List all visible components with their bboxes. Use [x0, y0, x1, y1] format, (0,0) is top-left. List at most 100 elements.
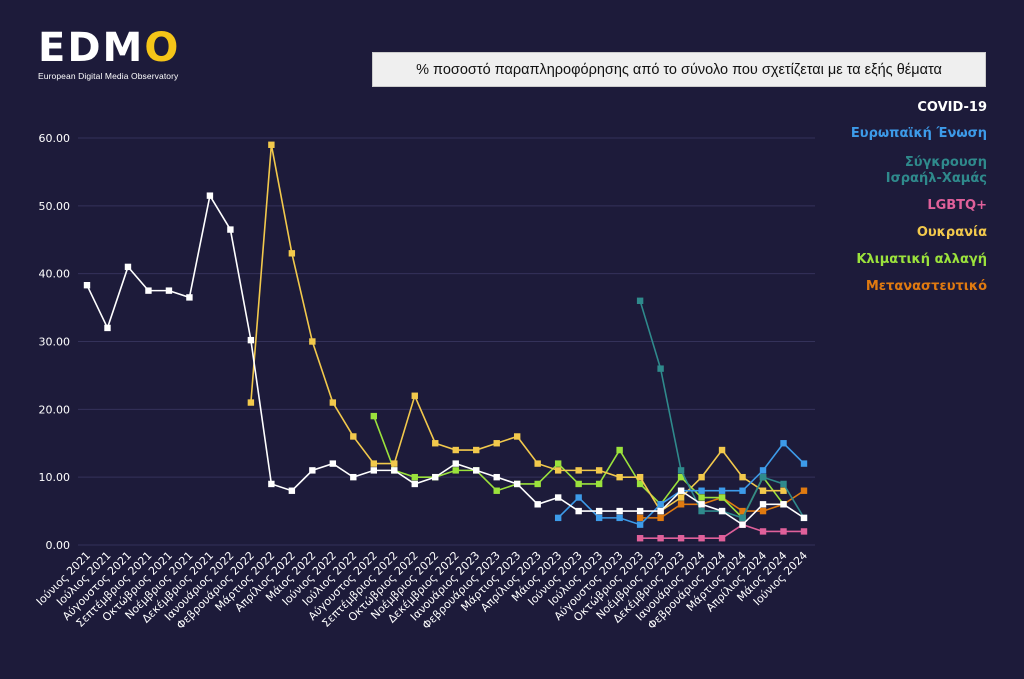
- y-tick-label: 20.00: [39, 403, 71, 416]
- logo-wordmark: EDMO: [38, 25, 181, 71]
- logo-subtitle: European Digital Media Observatory: [38, 71, 179, 81]
- data-point: [554, 514, 562, 522]
- data-point: [657, 514, 664, 522]
- data-point: [83, 281, 91, 289]
- data-point: [677, 473, 685, 481]
- data-point: [534, 460, 541, 467]
- data-point: [186, 294, 193, 301]
- data-point: [636, 507, 644, 515]
- legend-item: Σύγκρουση Ισραήλ-Χαμάς: [885, 155, 987, 186]
- y-tick-label: 50.00: [39, 200, 71, 213]
- data-point: [759, 507, 767, 515]
- data-point: [677, 494, 685, 501]
- data-point: [247, 399, 255, 406]
- y-tick-label: 10.00: [39, 471, 71, 484]
- data-point: [780, 480, 787, 488]
- data-point: [473, 446, 480, 454]
- edmo-logo: EDMO European Digital Media Observatory: [38, 28, 180, 81]
- legend-item: Ευρωπαϊκή Ένωση: [850, 126, 987, 141]
- data-point: [657, 507, 664, 515]
- data-point: [595, 467, 603, 474]
- data-point: [493, 487, 500, 494]
- data-point: [698, 487, 705, 494]
- data-point: [247, 336, 255, 344]
- data-point: [759, 528, 767, 535]
- data-point: [329, 399, 337, 406]
- data-point: [493, 473, 500, 481]
- data-point: [575, 494, 582, 501]
- data-point: [124, 263, 132, 271]
- data-point: [534, 480, 541, 488]
- data-point: [759, 501, 767, 508]
- data-point: [657, 535, 664, 542]
- data-point: [595, 480, 603, 488]
- data-point: [616, 507, 623, 515]
- legend-item: Μεταναστευτικό: [865, 279, 987, 294]
- data-point: [309, 467, 316, 474]
- data-point: [800, 487, 808, 494]
- data-point: [493, 440, 500, 447]
- data-point: [739, 521, 746, 528]
- data-point: [575, 507, 582, 515]
- data-point: [411, 473, 418, 481]
- y-tick-label: 30.00: [39, 336, 71, 349]
- data-point: [718, 535, 726, 542]
- data-point: [739, 487, 746, 494]
- chart-legend: COVID-19 Ευρωπαϊκή Ένωση Σύγκρουση Ισραήλ-…: [851, 100, 987, 295]
- data-point: [452, 446, 459, 454]
- data-point: [677, 535, 685, 542]
- data-point: [780, 487, 787, 494]
- data-point: [677, 467, 685, 474]
- legend-item: COVID-19: [917, 100, 987, 115]
- data-point: [636, 473, 644, 481]
- data-point: [329, 460, 337, 467]
- data-point: [514, 433, 521, 440]
- data-point: [616, 514, 623, 522]
- data-point: [780, 440, 787, 447]
- data-point: [554, 467, 562, 474]
- data-point: [677, 501, 685, 508]
- data-point: [452, 460, 459, 467]
- data-point: [616, 473, 623, 481]
- chart-title: % ποσοστό παραπληροφόρησης από το σύνολο…: [372, 52, 986, 87]
- data-point: [514, 480, 521, 488]
- data-point: [575, 467, 582, 474]
- data-point: [657, 365, 664, 372]
- data-point: [370, 467, 377, 474]
- data-point: [657, 501, 664, 508]
- data-point: [780, 528, 787, 535]
- data-point: [411, 480, 418, 488]
- data-point: [411, 392, 418, 399]
- data-point: [718, 507, 726, 515]
- series-line-4: [250, 144, 784, 513]
- data-point: [636, 480, 644, 488]
- data-point: [268, 480, 275, 488]
- data-point: [698, 473, 705, 481]
- data-point: [698, 535, 705, 542]
- data-point: [718, 446, 726, 454]
- data-point: [718, 494, 726, 501]
- data-point: [309, 338, 316, 345]
- data-point: [759, 473, 767, 481]
- data-point: [739, 507, 746, 515]
- data-point: [616, 446, 623, 454]
- data-point: [370, 412, 377, 420]
- data-point: [534, 501, 541, 508]
- data-point: [595, 507, 603, 515]
- series-line-5: [373, 415, 785, 520]
- data-point: [800, 514, 808, 522]
- data-point: [698, 507, 705, 515]
- data-point: [165, 287, 173, 294]
- data-point: [350, 433, 357, 440]
- data-point: [739, 514, 746, 522]
- data-point: [698, 501, 705, 508]
- data-point: [636, 521, 644, 528]
- data-point: [288, 250, 296, 257]
- data-point: [227, 226, 234, 233]
- data-point: [554, 460, 562, 467]
- data-point: [595, 514, 603, 522]
- data-point: [145, 287, 152, 294]
- data-point: [432, 440, 439, 447]
- data-point: [104, 324, 111, 332]
- data-point: [759, 487, 767, 494]
